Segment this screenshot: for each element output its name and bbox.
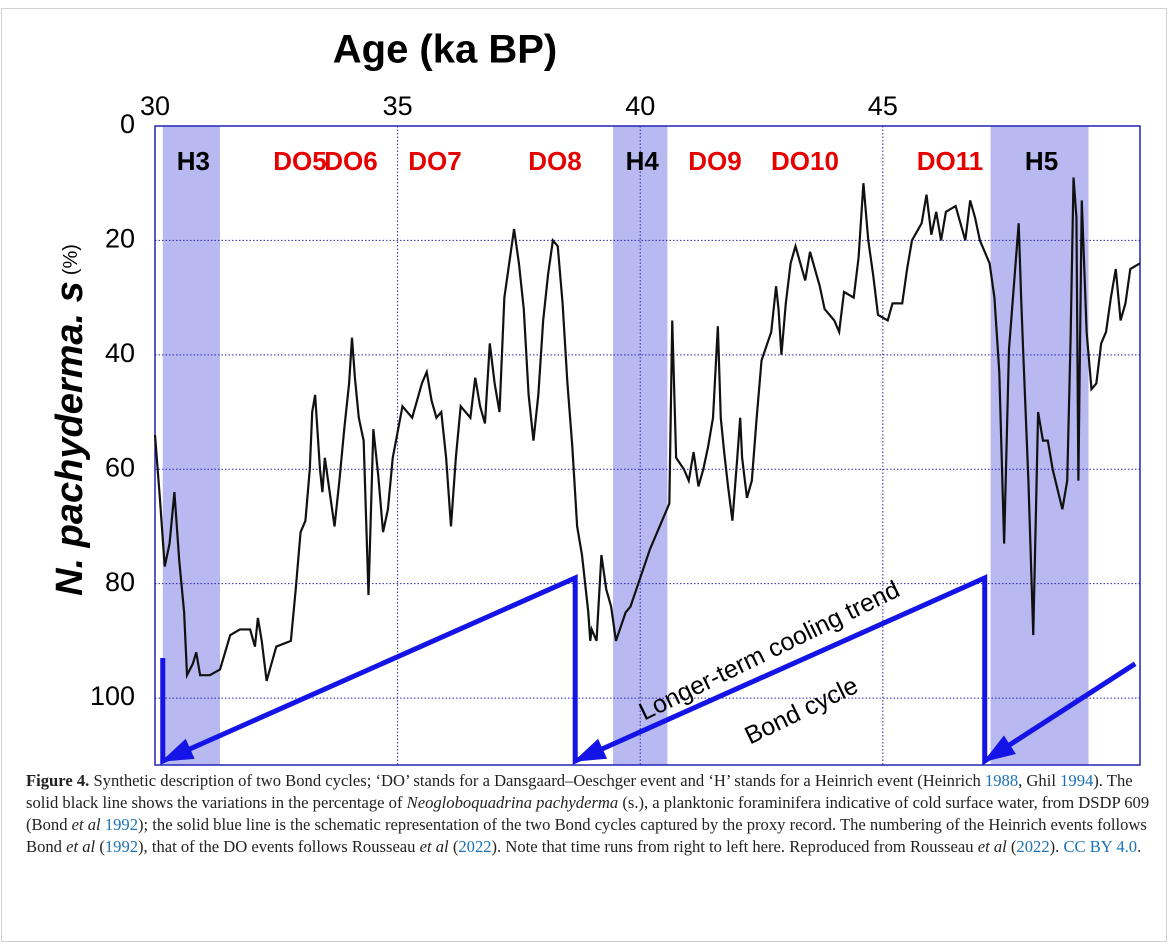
- y-tick-label: 60: [105, 452, 135, 482]
- event-label: DO8: [528, 146, 581, 176]
- y-axis-title: N. pachyderma. s (%): [49, 244, 91, 596]
- x-axis-title: Age (ka BP): [333, 28, 558, 72]
- event-label: DO7: [408, 146, 461, 176]
- y-tick-label: 20: [105, 224, 135, 254]
- citation-link[interactable]: 1992: [104, 815, 139, 834]
- y-tick-label: 0: [120, 109, 135, 139]
- y-tick-label: 80: [105, 567, 135, 597]
- caption-text: ). The solid black line shows the variat…: [26, 771, 1133, 812]
- y-axis-title-main: N. pachyderma. s: [49, 281, 91, 596]
- figure-frame: [1, 8, 1167, 942]
- figure-caption: Figure 4. Synthetic description of two B…: [26, 770, 1151, 858]
- caption-text: .: [1137, 837, 1142, 856]
- y-tick-label: 100: [90, 681, 135, 711]
- data-line: [153, 177, 1141, 682]
- citation-link[interactable]: 1988: [984, 771, 1019, 790]
- event-label: DO9: [688, 146, 741, 176]
- caption-italic: et al: [71, 815, 101, 834]
- caption-italic: et al: [66, 837, 96, 856]
- event-label: DO10: [771, 146, 839, 176]
- caption-text: , Ghil: [1018, 771, 1056, 790]
- caption-text: Synthetic description of two Bond cycles…: [93, 771, 981, 790]
- license-link[interactable]: CC BY 4.0: [1063, 837, 1138, 856]
- event-label: DO5: [273, 146, 326, 176]
- region-label: H3: [177, 146, 210, 176]
- caption-text: ); the solid blue line is the schematic …: [26, 815, 1147, 856]
- event-label: DO6: [324, 146, 377, 176]
- caption-italic: et al: [977, 837, 1007, 856]
- y-axis-title-unit: (%): [60, 244, 82, 275]
- arrowhead: [983, 735, 1016, 763]
- arrowhead: [160, 738, 195, 762]
- arrowhead: [573, 738, 608, 762]
- y-tick-label: 40: [105, 338, 135, 368]
- citation-link[interactable]: 1992: [104, 837, 139, 856]
- annotation: Longer-term cooling trend: [635, 575, 905, 726]
- caption-text: (: [452, 837, 459, 856]
- citation-link[interactable]: 2022: [1016, 837, 1050, 856]
- citation-link[interactable]: 2022: [458, 837, 492, 856]
- caption-label: Figure 4.: [26, 771, 90, 790]
- caption-text: ).: [1049, 837, 1060, 856]
- x-tick-label: 40: [625, 91, 655, 121]
- event-label: DO11: [917, 146, 984, 176]
- shaded-region: [990, 126, 1089, 765]
- shaded-region: [162, 126, 221, 765]
- annotation: Bond cycle: [740, 671, 862, 750]
- caption-italic: et al: [419, 837, 449, 856]
- x-tick-label: 35: [383, 91, 413, 121]
- chart: Age (ka BP) N. pachyderma. s (%) 0 20 40 60 8…: [49, 28, 1141, 766]
- caption-text: (: [1010, 837, 1017, 856]
- region-label: H4: [626, 146, 660, 176]
- citation-link[interactable]: 1994: [1060, 771, 1094, 790]
- caption-italic: Neogloboquadrina pachyderma: [406, 793, 619, 812]
- region-label: H5: [1025, 146, 1058, 176]
- caption-text: (s.), a planktonic foraminifera indicati…: [26, 793, 1150, 834]
- caption-text: (: [99, 837, 105, 856]
- caption-text: ), that of the DO events follows Roussea…: [138, 837, 416, 856]
- x-tick-label: 30: [140, 91, 170, 121]
- caption-text: ). Note that time runs from right to lef…: [491, 837, 974, 856]
- x-tick-label: 45: [868, 91, 898, 121]
